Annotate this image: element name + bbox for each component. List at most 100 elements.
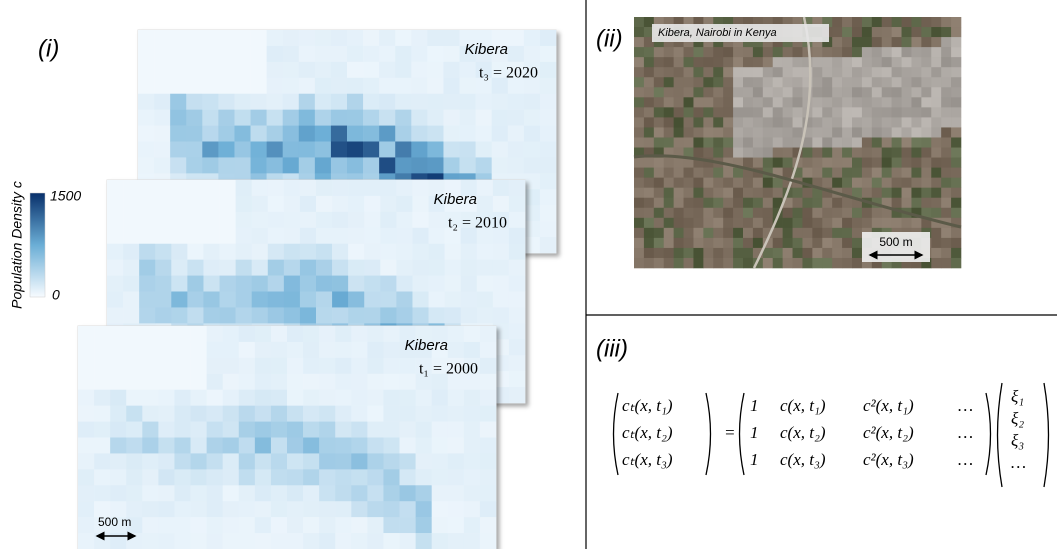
map-cell — [300, 212, 316, 228]
image-patch — [812, 117, 822, 127]
image-patch — [842, 77, 852, 87]
image-patch — [931, 168, 941, 178]
image-patch — [693, 67, 703, 77]
image-patch — [674, 228, 684, 238]
map-cell — [207, 517, 223, 533]
map-cell — [191, 453, 207, 469]
map-cell — [191, 438, 207, 454]
map-cell — [395, 30, 411, 46]
map-cell — [524, 110, 540, 126]
image-patch — [674, 178, 684, 188]
image-patch — [684, 127, 694, 137]
map-cell — [380, 196, 396, 212]
map-cell — [509, 307, 525, 323]
equation-term: 1 — [750, 450, 759, 469]
map-cell — [364, 292, 380, 308]
map-cell — [509, 244, 525, 260]
image-patch — [783, 117, 793, 127]
map-cell — [477, 244, 493, 260]
map-cell — [448, 469, 464, 485]
image-patch — [684, 47, 694, 57]
map-cell — [347, 110, 363, 126]
map-cell — [126, 358, 142, 374]
map-cell — [396, 244, 412, 260]
map-cell — [142, 358, 158, 374]
map-cell — [191, 406, 207, 422]
image-patch — [773, 248, 783, 258]
map-cell — [107, 276, 123, 292]
image-patch — [654, 228, 664, 238]
map-cell — [315, 30, 331, 46]
image-patch — [941, 127, 951, 137]
image-patch — [931, 198, 941, 208]
map-cell — [202, 126, 218, 142]
map-cell — [364, 196, 380, 212]
map-cell — [509, 260, 525, 276]
image-patch — [793, 248, 803, 258]
equation-term: ξ₃ — [1011, 431, 1024, 450]
image-patch — [793, 218, 803, 228]
map-cell — [316, 307, 332, 323]
image-patch — [793, 198, 803, 208]
map-cell — [78, 422, 94, 438]
image-patch — [911, 37, 921, 47]
map-cell — [255, 533, 271, 549]
image-patch — [852, 158, 862, 168]
image-patch — [634, 188, 644, 198]
image-patch — [674, 127, 684, 137]
image-patch — [812, 57, 822, 67]
image-patch — [753, 127, 763, 137]
map-cell — [363, 110, 379, 126]
map-cell — [396, 260, 412, 276]
image-patch — [703, 248, 713, 258]
map-cell — [303, 533, 319, 549]
map-cell — [236, 307, 252, 323]
map-cell — [351, 326, 367, 342]
map-cell — [412, 292, 428, 308]
image-patch — [654, 97, 664, 107]
image-patch — [921, 117, 931, 127]
map-cell — [363, 78, 379, 94]
image-patch — [931, 47, 941, 57]
map-cell — [142, 438, 158, 454]
map-cell — [110, 390, 126, 406]
map-cell — [223, 438, 239, 454]
image-patch — [684, 198, 694, 208]
image-patch — [713, 107, 723, 117]
map-cell — [123, 228, 139, 244]
map-cell — [396, 292, 412, 308]
image-patch — [902, 188, 912, 198]
map-cell — [464, 533, 480, 549]
map-cell — [335, 342, 351, 358]
map-cell — [427, 46, 443, 62]
map-cell — [480, 422, 496, 438]
map-cell — [255, 438, 271, 454]
image-patch — [733, 188, 743, 198]
map-cell — [379, 62, 395, 78]
map-cell — [191, 326, 207, 342]
map-cell — [267, 78, 283, 94]
map-cell — [509, 180, 525, 196]
map-cell — [142, 453, 158, 469]
map-cell — [432, 453, 448, 469]
map-cell — [395, 110, 411, 126]
image-patch — [753, 97, 763, 107]
map-cell — [411, 78, 427, 94]
map-cell — [154, 78, 170, 94]
map-cell — [107, 212, 123, 228]
image-patch — [882, 178, 892, 188]
image-patch — [951, 168, 961, 178]
map-cell — [443, 46, 459, 62]
image-patch — [852, 77, 862, 87]
image-patch — [842, 37, 852, 47]
image-patch — [862, 137, 872, 147]
image-patch — [951, 208, 961, 218]
map-cell — [351, 438, 367, 454]
image-patch — [644, 47, 654, 57]
image-patch — [654, 67, 664, 77]
image-patch — [802, 228, 812, 238]
image-patch — [832, 258, 842, 268]
image-patch — [842, 218, 852, 228]
image-patch — [723, 188, 733, 198]
image-patch — [812, 238, 822, 248]
